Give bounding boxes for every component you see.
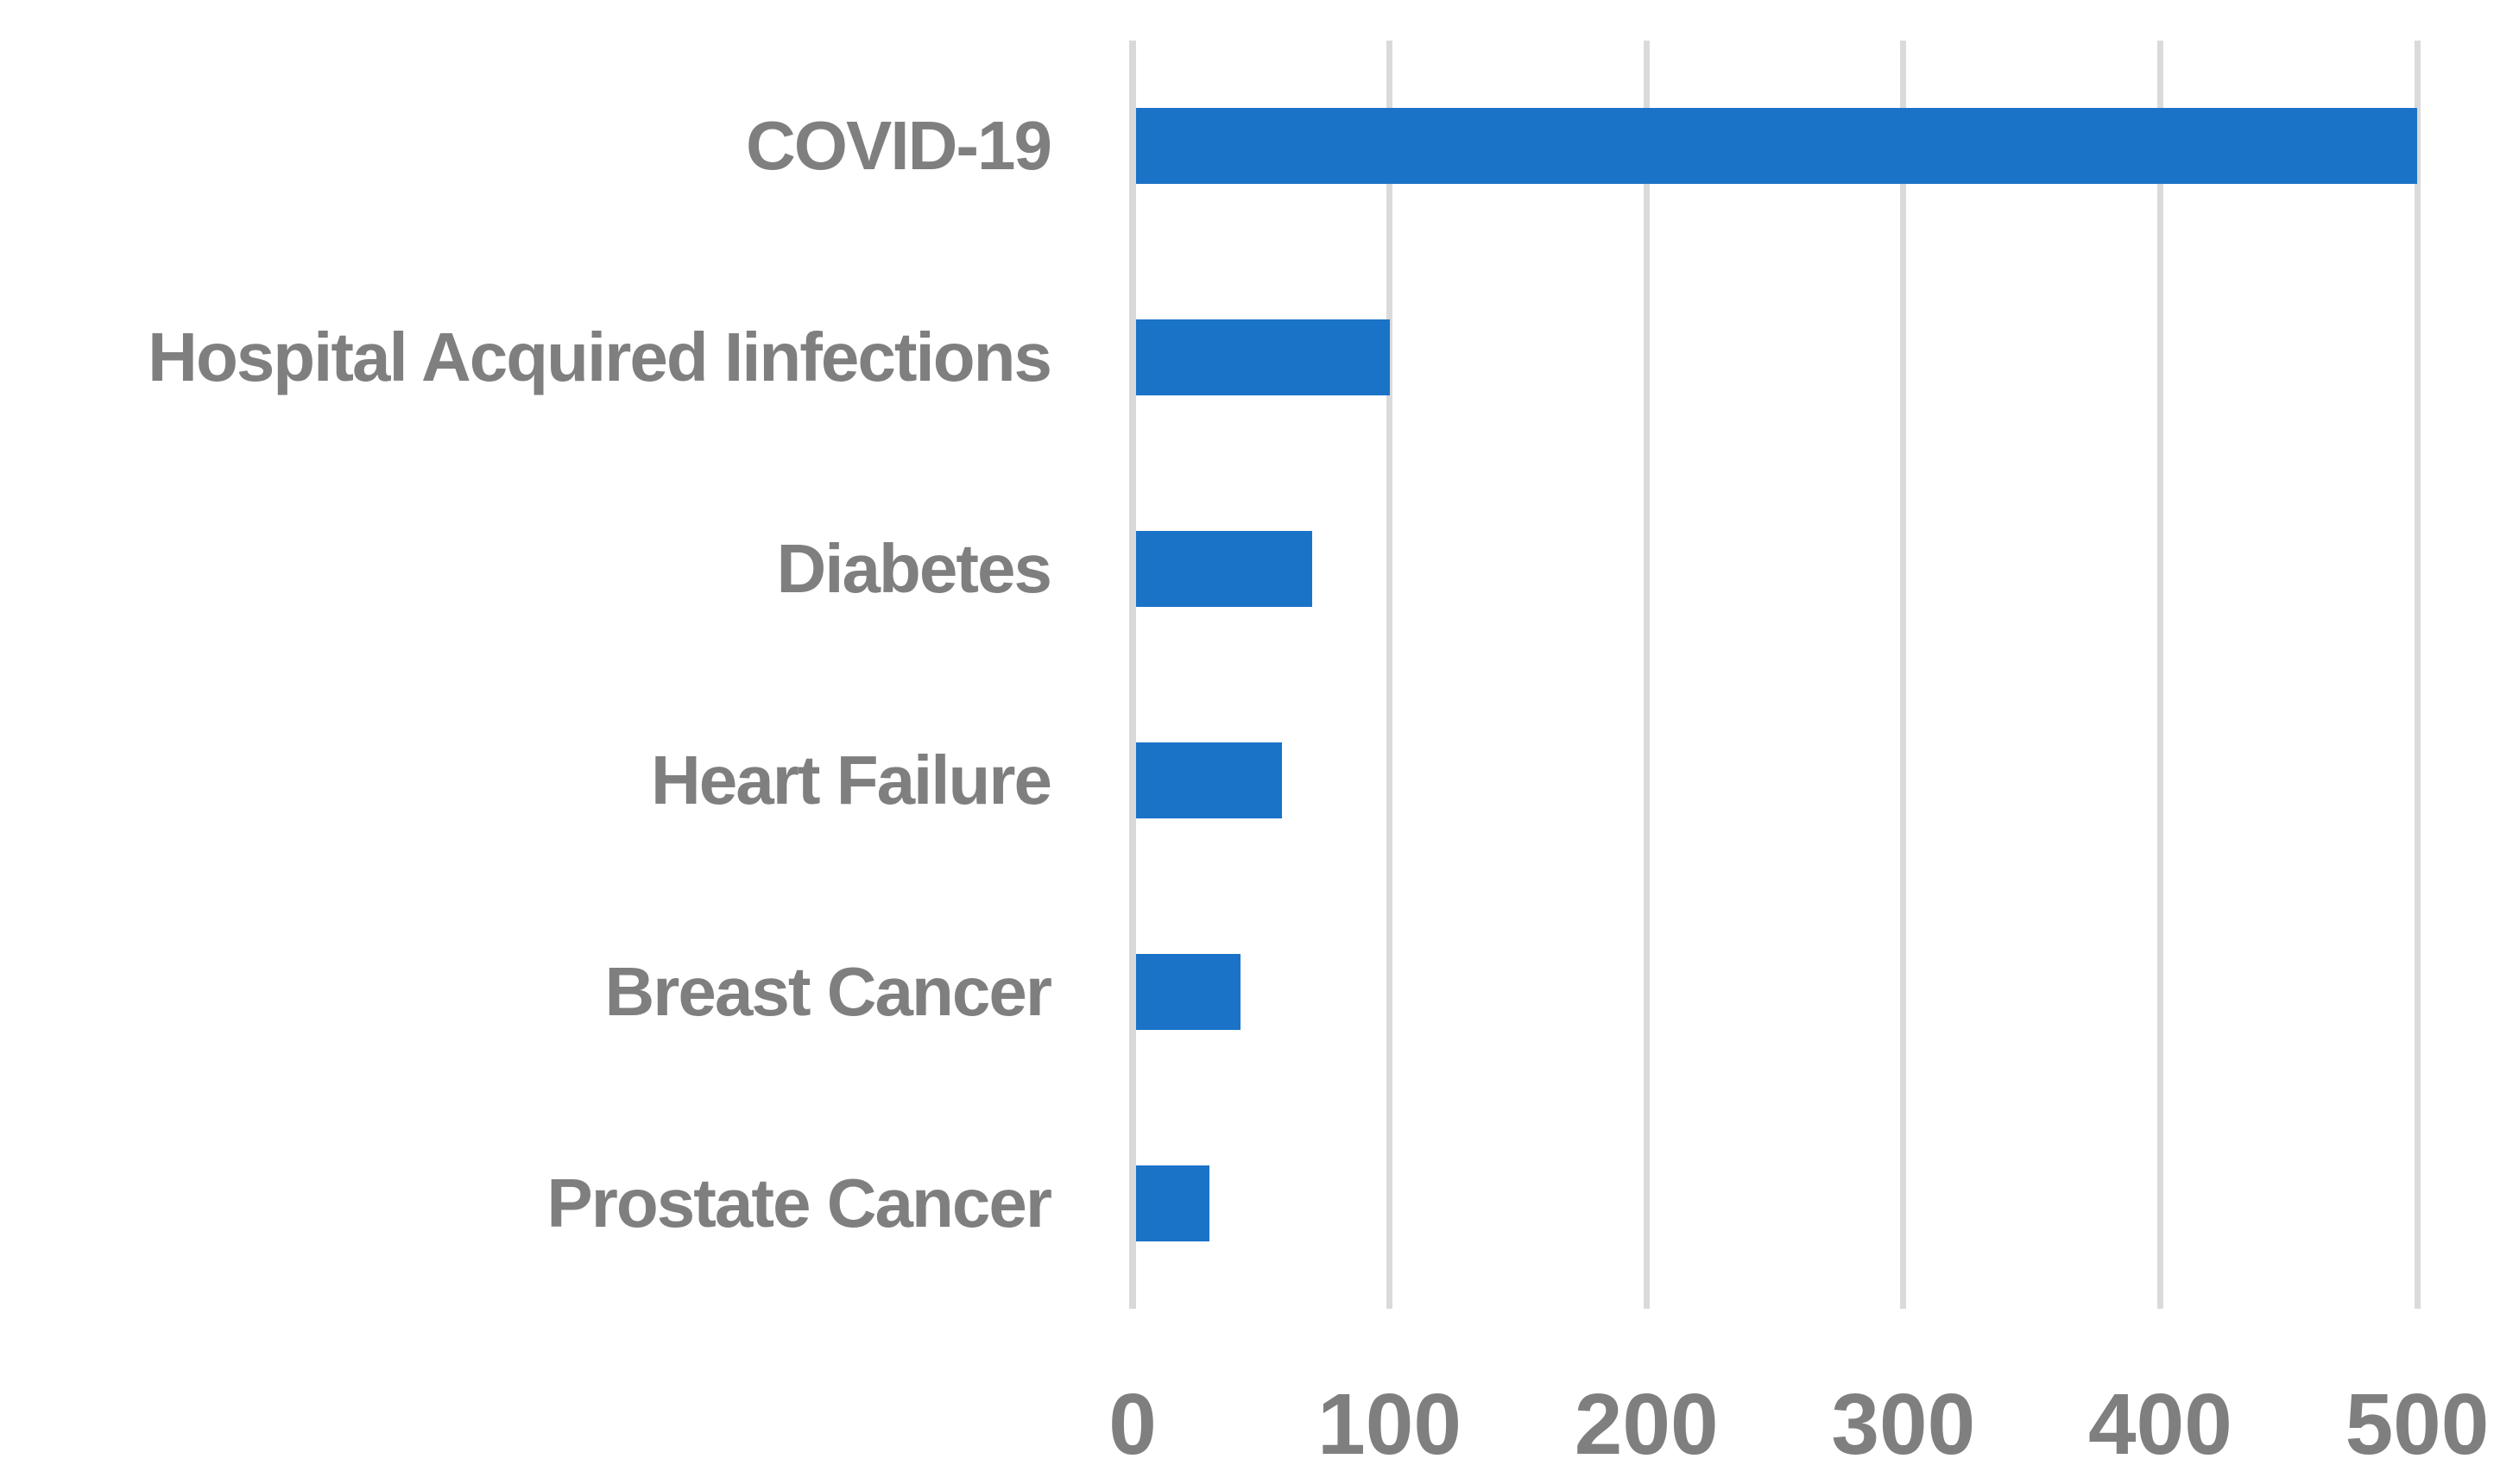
x-tick-label-100: 100 bbox=[1317, 1376, 1462, 1473]
x-tick-label-200: 200 bbox=[1574, 1376, 1719, 1473]
bar-2 bbox=[1133, 531, 1313, 608]
bar-3 bbox=[1133, 742, 1282, 818]
x-tick-label-0: 0 bbox=[1108, 1376, 1157, 1473]
category-label-2: Diabetes bbox=[776, 530, 1052, 608]
x-tick-label-400: 400 bbox=[2087, 1376, 2232, 1473]
gridline-x-200 bbox=[1643, 41, 1650, 1309]
bar-4 bbox=[1133, 953, 1241, 1030]
gridline-x-400 bbox=[2156, 41, 2163, 1309]
bar-0 bbox=[1133, 108, 2417, 185]
category-label-5: Prostate Cancer bbox=[546, 1164, 1052, 1241]
gridline-x-300 bbox=[1900, 41, 1907, 1309]
gridline-x-100 bbox=[1386, 41, 1393, 1309]
bar-1 bbox=[1133, 319, 1390, 396]
x-tick-label-300: 300 bbox=[1831, 1376, 1976, 1473]
category-label-4: Breast Cancer bbox=[604, 952, 1052, 1030]
x-tick-label-500: 500 bbox=[2345, 1376, 2490, 1473]
category-label-0: COVID-19 bbox=[746, 107, 1052, 185]
category-label-3: Heart Failure bbox=[650, 741, 1052, 818]
bar-5 bbox=[1133, 1165, 1210, 1241]
gridline-x-500 bbox=[2414, 41, 2421, 1309]
category-label-1: Hospital Acquired Iinfections bbox=[148, 319, 1052, 396]
y-axis-line bbox=[1129, 41, 1136, 1309]
